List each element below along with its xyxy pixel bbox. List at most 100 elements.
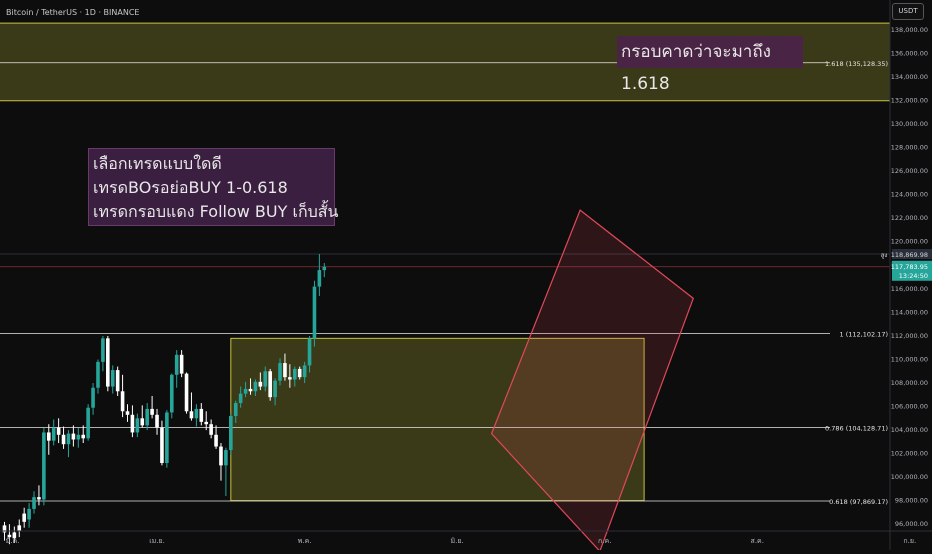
candle-body: [302, 365, 307, 378]
candle-body: [204, 421, 209, 425]
current-price-value: 117,783.95: [891, 263, 928, 271]
fib-level-label: 0.618 (97,869.17): [829, 498, 888, 506]
strategy-note-line: เทรดBOรอย่อBUY 1-0.618: [93, 178, 288, 197]
price-axis-label: 102,000.00: [891, 449, 928, 457]
candle-body: [283, 363, 287, 378]
candle-body: [106, 338, 110, 387]
candle-body: [150, 408, 154, 415]
candle-body: [194, 408, 199, 419]
candle-body: [174, 354, 179, 375]
candle-body: [209, 424, 213, 435]
high-price-tag: สูง: [881, 252, 888, 259]
candle-body: [214, 434, 218, 447]
candle-body: [42, 432, 46, 500]
price-axis-label: 98,000.00: [895, 496, 928, 504]
candle-body: [243, 388, 248, 394]
candle-body: [317, 270, 322, 287]
candle-body: [312, 286, 317, 339]
candle-body: [125, 411, 130, 415]
candle-countdown: 13:24:50: [899, 272, 928, 280]
candle-body: [7, 534, 12, 538]
candle-body: [46, 432, 51, 441]
candle-body: [278, 363, 282, 381]
candle-body: [273, 380, 277, 398]
candle-body: [81, 434, 86, 439]
symbol-title: Bitcoin / TetherUS · 1D · BINANCE: [6, 8, 140, 17]
price-axis-label: 122,000.00: [891, 214, 928, 222]
price-axis-label: 108,000.00: [891, 379, 928, 387]
candle-body: [17, 525, 22, 532]
candle-body: [140, 418, 145, 426]
fib-level-label: 0.786 (104,128.71): [825, 424, 888, 432]
current-price-badge: [892, 260, 932, 281]
candle-body: [96, 361, 100, 388]
candle-body: [86, 407, 90, 439]
trend-channel[interactable]: [490, 209, 695, 553]
price-axis-label: 106,000.00: [891, 402, 928, 410]
candle-body: [115, 370, 120, 392]
candle-body: [12, 532, 17, 539]
candle-body: [61, 434, 66, 445]
currency-selector[interactable]: USDT: [892, 3, 924, 20]
candle-body: [37, 497, 41, 500]
price-axis-label: 134,000.00: [891, 73, 928, 81]
candle-body: [91, 387, 95, 408]
candle-body: [322, 266, 327, 271]
time-axis-label: มิ.ย.: [451, 537, 464, 545]
candle-body: [135, 418, 140, 433]
strategy-note-line: เลือกเทรดแบบใดดี: [93, 154, 222, 173]
candle-body: [165, 412, 169, 464]
candle-body: [120, 391, 125, 412]
target-zone-note: กรอบคาดว่าจะมาถึง 1.618: [617, 36, 803, 94]
candle-body: [238, 393, 243, 404]
price-axis-label: 128,000.00: [891, 144, 928, 152]
time-axis-label: ส.ค.: [751, 537, 764, 545]
candle-body: [56, 427, 61, 435]
strategy-note-line: เทรดกรอบแดง Follow BUY เก็บสั้น: [93, 202, 339, 221]
price-axis-label: 130,000.00: [891, 120, 928, 128]
candle-body: [288, 377, 292, 380]
candle-body: [160, 427, 164, 464]
candle-body: [145, 408, 149, 426]
strategy-note: เลือกเทรดแบบใดดี เทรดBOรอย่อBUY 1-0.618 …: [88, 148, 339, 226]
price-axis-label: 114,000.00: [891, 308, 928, 316]
candle-body: [110, 370, 115, 387]
candle-body: [184, 373, 189, 412]
price-axis-label: 112,000.00: [891, 332, 928, 340]
candle-body: [307, 338, 312, 366]
candle-body: [297, 368, 302, 378]
price-axis-label: 100,000.00: [891, 473, 928, 481]
candle-body: [130, 414, 135, 433]
candle-body: [258, 381, 263, 387]
fib-level-label: 1 (112,102.17): [840, 331, 889, 339]
candle-body: [263, 371, 268, 387]
candle-body: [101, 338, 105, 362]
candle-body: [27, 508, 31, 520]
time-axis-label: มี.ค.: [6, 537, 20, 545]
time-axis-label: ก.ค.: [598, 537, 611, 545]
candle-body: [219, 446, 223, 466]
price-axis-label: 132,000.00: [891, 97, 928, 105]
candle-body: [51, 427, 56, 441]
candle-body: [22, 513, 26, 522]
candle-body: [268, 371, 272, 398]
price-axis-label: 116,000.00: [891, 285, 928, 293]
candle-body: [32, 497, 36, 509]
candle-body: [179, 354, 184, 374]
candle-body: [292, 368, 297, 380]
candle-body: [189, 411, 194, 419]
price-axis-label: 138,000.00: [891, 26, 928, 34]
high-price-value: 118,869.98: [891, 251, 928, 259]
price-axis-label: 136,000.00: [891, 50, 928, 58]
fib-level-label: 1.618 (135,128.35): [825, 60, 888, 68]
time-axis-label: เม.ย.: [149, 537, 165, 545]
candle-body: [253, 381, 258, 392]
price-axis-label: 104,000.00: [891, 426, 928, 434]
time-axis-label: พ.ค.: [298, 537, 312, 545]
candle-body: [248, 388, 253, 392]
price-axis-label: 96,000.00: [895, 520, 928, 528]
candle-body: [233, 403, 238, 416]
candle-body: [229, 415, 233, 451]
